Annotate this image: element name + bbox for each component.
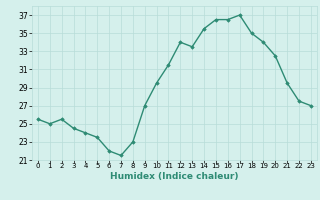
X-axis label: Humidex (Indice chaleur): Humidex (Indice chaleur) xyxy=(110,172,239,181)
